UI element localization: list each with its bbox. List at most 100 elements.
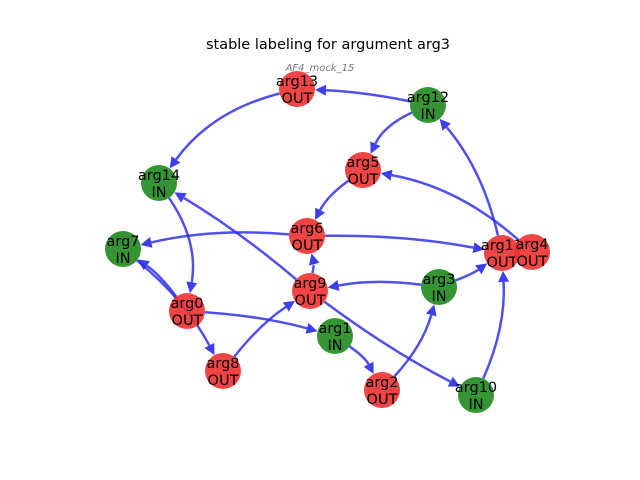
edge-arg10-to-arg11 [482, 270, 510, 380]
arrowhead-icon [308, 253, 320, 266]
node-id-label: arg2 [365, 375, 398, 391]
node-id-label: arg5 [346, 155, 379, 171]
edge-line [204, 310, 308, 330]
edges-layer [136, 84, 520, 387]
node-circle [345, 152, 381, 188]
node-circle [169, 293, 205, 329]
node-circle [364, 372, 400, 408]
edge-arg1-to-arg2 [348, 345, 374, 375]
edge-line [391, 173, 520, 242]
node-id-label: arg9 [293, 276, 326, 292]
node-id-label: arg3 [422, 272, 455, 288]
edge-line [183, 196, 298, 281]
edge-arg6-to-arg7 [140, 231, 290, 248]
edge-arg8-to-arg9 [233, 300, 295, 358]
node-id-label: arg4 [515, 237, 548, 253]
node-circle [421, 269, 457, 305]
edge-arg4-to-arg5 [380, 169, 520, 242]
arrowhead-icon [315, 207, 325, 220]
node-circle [105, 231, 141, 267]
node-status-label: IN [115, 251, 130, 267]
node-status-label: OUT [517, 254, 548, 270]
edge-arg5-to-arg6 [315, 179, 350, 220]
node-id-label: arg7 [106, 234, 139, 250]
arrowhead-icon [425, 304, 437, 317]
arrowhead-icon [380, 169, 393, 181]
edge-line [150, 231, 290, 244]
edge-arg14-to-arg0 [168, 197, 198, 294]
edge-line [348, 345, 370, 365]
arrowhead-icon [370, 141, 381, 154]
arrowhead-icon [305, 323, 318, 334]
node-id-label: arg11 [481, 238, 523, 254]
edge-line [374, 111, 413, 145]
node-status-label: OUT [487, 255, 518, 271]
edge-line [338, 280, 422, 287]
node-id-label: arg14 [138, 168, 180, 184]
edge-arg6-to-arg11 [324, 234, 485, 254]
node-status-label: OUT [292, 238, 323, 254]
node-circle [410, 87, 446, 123]
node-status-label: OUT [208, 373, 239, 389]
node-status-label: OUT [282, 91, 313, 107]
node-circle [317, 318, 353, 354]
graph-title: stable labeling for argument arg3 [206, 37, 450, 53]
edge-arg3-to-arg11 [455, 263, 488, 282]
node-status-label: IN [151, 185, 166, 201]
edge-arg3-to-arg9 [327, 280, 422, 291]
edge-arg12-to-arg13 [314, 84, 411, 103]
edge-line [455, 268, 480, 282]
node-id-label: arg10 [455, 380, 497, 396]
edge-arg13-to-arg14 [169, 92, 280, 169]
node-circle [289, 218, 325, 254]
node-circle [279, 71, 315, 107]
arrowhead-icon [282, 300, 295, 312]
edge-line [325, 88, 411, 103]
edge-line [324, 234, 474, 249]
node-circle [205, 353, 241, 389]
node-id-label: arg12 [407, 90, 449, 106]
node-status-label: IN [468, 397, 483, 413]
arrowhead-icon [327, 280, 340, 291]
edge-arg2-to-arg3 [393, 304, 437, 378]
node-status-label: IN [327, 338, 342, 354]
arrowhead-icon [140, 237, 153, 248]
node-status-label: OUT [172, 313, 203, 329]
node-status-label: OUT [367, 392, 398, 408]
node-id-label: arg0 [170, 296, 203, 312]
edge-line [146, 264, 178, 298]
edge-line [318, 179, 350, 211]
edge-line [482, 281, 506, 380]
edge-line [168, 197, 195, 283]
edge-line [233, 305, 287, 358]
arrowhead-icon [169, 156, 181, 169]
node-status-label: IN [420, 107, 435, 123]
edge-line [311, 262, 316, 274]
graph-subtitle: AF4_mock_15 [285, 63, 355, 74]
node-id-label: arg13 [276, 74, 318, 90]
node-id-label: arg6 [290, 221, 323, 237]
node-circle [514, 234, 550, 270]
node-status-label: OUT [348, 172, 379, 188]
edge-line [393, 314, 433, 378]
arrowhead-icon [439, 118, 451, 131]
node-status-label: OUT [295, 293, 326, 309]
node-id-label: arg1 [318, 321, 351, 337]
node-circle [458, 377, 494, 413]
arrowhead-icon [363, 361, 374, 375]
arrowhead-icon [498, 270, 510, 283]
